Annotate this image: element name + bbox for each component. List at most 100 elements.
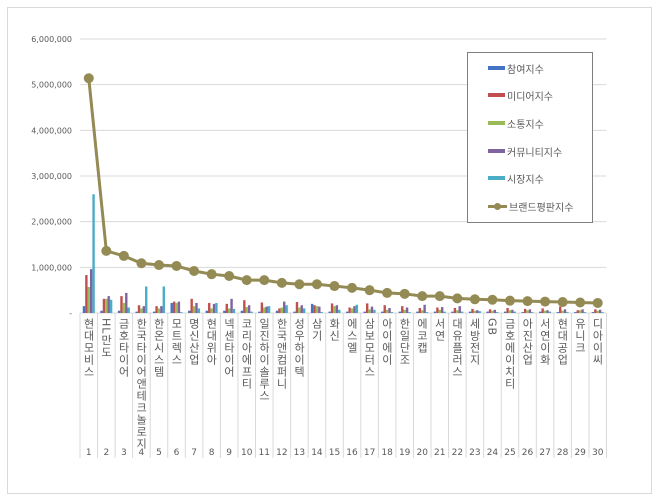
bar-5 (513, 311, 516, 313)
line-marker (469, 294, 480, 305)
bar-1 (381, 311, 384, 313)
bar-3 (421, 310, 424, 313)
legend-swatch (488, 202, 507, 210)
y-tick-label: 1,000,000 (31, 263, 72, 272)
bar-1 (258, 311, 261, 313)
bar-1 (205, 310, 209, 313)
y-tick-label: 3,000,000 (31, 172, 72, 181)
line-marker (522, 296, 533, 307)
bar-1 (574, 312, 577, 313)
legend-label: 소통지수 (507, 119, 544, 131)
x-rank-label: 28 (557, 448, 569, 458)
bar-3 (210, 308, 213, 313)
x-rank-label: 10 (241, 448, 253, 458)
bar-2 (137, 305, 141, 313)
bar-2 (401, 306, 404, 313)
x-category-label: 에스엘 (345, 318, 359, 354)
x-rank-label: 3 (121, 448, 127, 458)
x-rank-label: 4 (139, 448, 145, 458)
bar-3 (508, 310, 512, 313)
x-rank-label: 16 (346, 448, 358, 458)
line-marker (311, 279, 322, 290)
bar-5 (443, 311, 446, 313)
bar-2 (436, 307, 439, 313)
bar-3 (298, 307, 301, 313)
bar-4 (195, 302, 198, 313)
bar-4 (230, 298, 233, 313)
x-category-label: 성우하이텍 (292, 318, 306, 378)
bar-5 (215, 302, 218, 313)
bar-4 (546, 310, 549, 313)
bar-1 (135, 311, 138, 313)
bar-1 (591, 312, 595, 313)
legend-item: 미디어지수 (488, 88, 553, 103)
x-category-label: 현대공업 (555, 318, 569, 366)
bar-4 (265, 306, 268, 313)
line-marker (171, 260, 182, 271)
bar-1 (433, 311, 437, 313)
x-rank-label: 22 (452, 448, 463, 458)
bar-3 (578, 310, 582, 313)
x-rank-label: 6 (174, 448, 180, 458)
line-marker (329, 281, 340, 292)
bar-1 (468, 311, 472, 313)
bar-5 (109, 299, 113, 313)
bar-4 (440, 307, 444, 313)
x-category-label: 아진산업 (520, 318, 534, 366)
bar-5 (285, 305, 288, 313)
x-rank-label: 5 (156, 448, 162, 458)
line-marker (452, 293, 463, 304)
bar-3 (105, 298, 108, 313)
bar-4 (423, 304, 426, 313)
x-rank-label: 15 (329, 448, 340, 458)
bar-5 (425, 312, 429, 313)
bar-1 (539, 311, 542, 313)
x-category-label: 코리아에프티 (239, 318, 253, 390)
bar-4 (335, 305, 339, 313)
bar-1 (223, 310, 226, 313)
x-category-label: 아이에이 (380, 318, 394, 366)
bar-5 (373, 309, 376, 313)
bar-4 (107, 296, 110, 313)
x-rank-label: 19 (399, 448, 411, 458)
bar-1 (293, 311, 296, 313)
bar-4 (247, 305, 251, 313)
x-category-label: 서연이화 (538, 318, 552, 366)
bar-5 (92, 194, 95, 313)
bar-5 (162, 286, 165, 313)
bar-1 (451, 311, 454, 313)
x-category-label: 세방전지 (468, 318, 482, 366)
bar-4 (300, 305, 303, 313)
y-tick-label: 6,000,000 (31, 35, 72, 44)
bar-5 (408, 312, 411, 313)
bar-3 (227, 308, 231, 313)
x-rank-label: 14 (311, 448, 323, 458)
bar-1 (100, 310, 103, 313)
bar-5 (566, 312, 569, 313)
bar-5 (355, 304, 359, 313)
bar-5 (180, 312, 183, 313)
bar-1 (486, 311, 489, 313)
x-rank-label: 1 (86, 448, 92, 458)
bar-5 (460, 311, 464, 313)
line-marker (487, 294, 498, 305)
bar-5 (145, 286, 148, 313)
x-category-label: 한국앤컴퍼니 (275, 318, 289, 390)
bar-3 (280, 307, 284, 313)
bar-3 (368, 309, 371, 313)
bar-1 (275, 310, 279, 313)
bar-1 (188, 310, 191, 313)
legend-item: 참여지수 (488, 61, 544, 76)
x-rank-label: 13 (294, 448, 305, 458)
x-rank-label: 20 (416, 448, 428, 458)
bar-5 (320, 312, 323, 313)
bar-2 (330, 303, 334, 313)
x-rank-label: 25 (504, 448, 515, 458)
y-tick-label: 2,000,000 (31, 218, 72, 227)
legend-swatch (488, 176, 505, 180)
bar-4 (283, 301, 286, 313)
bar-3 (192, 306, 196, 313)
x-category-label: 에코캡 (415, 318, 429, 354)
line-marker (399, 288, 410, 299)
